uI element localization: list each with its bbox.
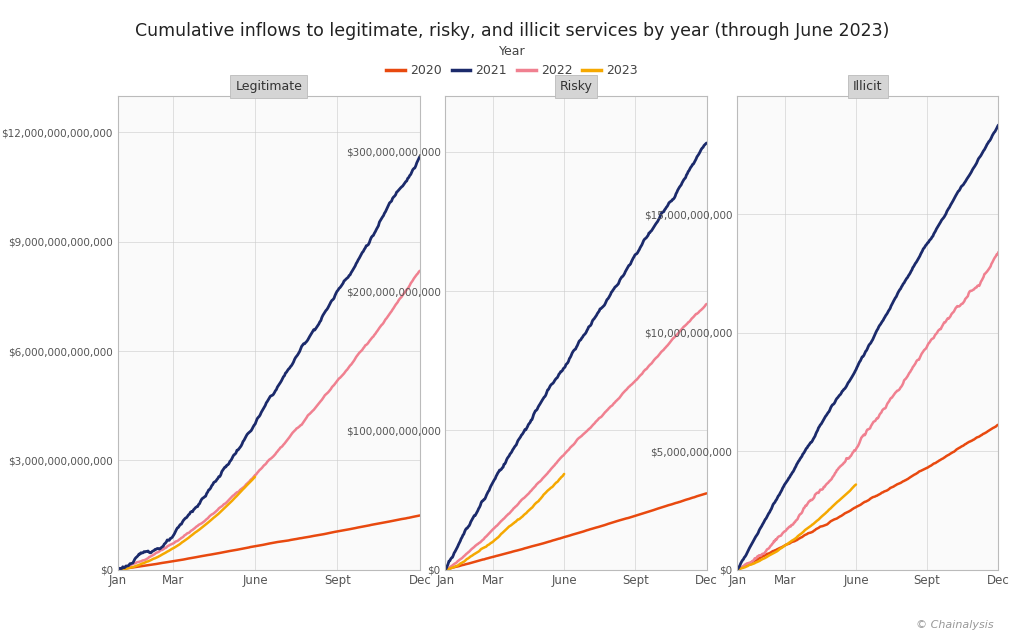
Legend: 2020, 2021, 2022, 2023: 2020, 2021, 2022, 2023: [381, 40, 643, 82]
Text: Cumulative inflows to legitimate, risky, and illicit services by year (through J: Cumulative inflows to legitimate, risky,…: [135, 22, 889, 40]
Title: Illicit: Illicit: [853, 81, 883, 93]
Text: © Chainalysis: © Chainalysis: [915, 620, 993, 630]
Title: Legitimate: Legitimate: [236, 81, 302, 93]
Title: Risky: Risky: [559, 81, 593, 93]
